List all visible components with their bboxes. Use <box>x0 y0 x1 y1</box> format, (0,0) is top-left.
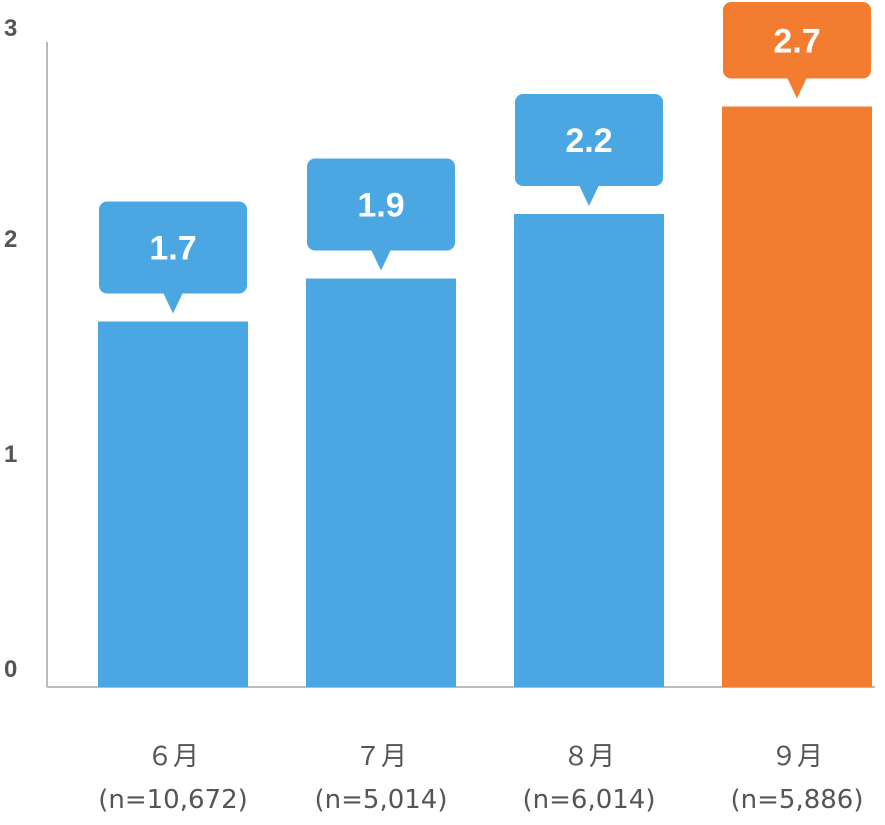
data-label: 2.2 <box>565 122 612 160</box>
value-callout: 1.7 <box>99 201 247 314</box>
category-month-label: ６月 <box>147 742 199 772</box>
category-sample-size-label: (n=6,014) <box>523 785 656 815</box>
callout-pointer <box>579 185 599 206</box>
callout-pointer <box>787 77 807 99</box>
category-sample-size-label: (n=5,886) <box>731 785 864 815</box>
category-month-label: ７月 <box>355 742 407 772</box>
x-axis-categories: ６月 (n=10,672) ７月 (n=5,014) ８月 (n=6,014) ９月 (n=5… <box>98 742 863 815</box>
callout-box <box>99 201 247 294</box>
category-month-label: ８月 <box>563 742 615 772</box>
category-month-label: ９月 <box>771 742 823 772</box>
y-axis-ticks: 0 1 2 3 <box>4 15 17 683</box>
callout-pointer <box>371 249 391 271</box>
data-label: 1.9 <box>357 187 404 225</box>
data-label: 2.7 <box>773 22 820 60</box>
value-callout: 1.9 <box>307 158 455 271</box>
value-callouts: 1.7 1.9 2.2 2.7 <box>99 2 871 314</box>
value-callout: 2.2 <box>515 94 663 206</box>
y-tick-label: 1 <box>4 441 17 468</box>
callout-box <box>515 94 663 186</box>
callout-box <box>723 2 871 79</box>
bar <box>306 278 456 687</box>
category-sample-size-label: (n=10,672) <box>98 785 248 815</box>
bar <box>722 106 872 687</box>
bars <box>98 106 872 687</box>
y-tick-label: 3 <box>4 15 17 42</box>
value-callout: 2.7 <box>723 2 871 99</box>
y-tick-label: 2 <box>4 226 17 253</box>
bar <box>98 321 248 687</box>
category-sample-size-label: (n=5,014) <box>315 785 448 815</box>
callout-pointer <box>163 292 183 314</box>
bar <box>514 214 664 687</box>
data-label: 1.7 <box>149 230 196 268</box>
callout-box <box>307 158 455 251</box>
y-tick-label: 0 <box>4 656 17 683</box>
